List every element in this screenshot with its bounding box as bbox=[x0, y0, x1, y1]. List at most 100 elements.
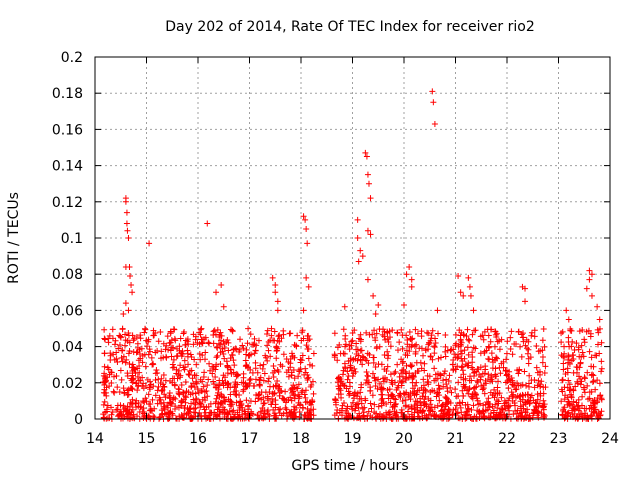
data-point bbox=[588, 271, 595, 278]
data-point bbox=[517, 343, 524, 350]
data-point bbox=[507, 345, 514, 352]
data-point bbox=[146, 240, 153, 247]
data-point bbox=[414, 404, 421, 411]
data-point bbox=[114, 384, 121, 391]
data-point bbox=[558, 339, 565, 346]
y-axis-title: ROTI / TECUs bbox=[6, 192, 22, 284]
data-point bbox=[404, 341, 411, 348]
data-point bbox=[458, 350, 465, 357]
data-point bbox=[387, 343, 394, 350]
data-point bbox=[145, 391, 152, 398]
data-point bbox=[296, 368, 303, 375]
data-point bbox=[257, 408, 264, 415]
data-point bbox=[572, 383, 579, 390]
data-point bbox=[121, 342, 128, 349]
data-point bbox=[101, 363, 108, 370]
data-point bbox=[118, 376, 125, 383]
data-point bbox=[454, 409, 461, 416]
data-point bbox=[495, 378, 502, 385]
data-point bbox=[402, 396, 409, 403]
data-point bbox=[339, 380, 346, 387]
data-point bbox=[363, 329, 370, 336]
data-point bbox=[250, 382, 257, 389]
data-point bbox=[169, 364, 176, 371]
data-point bbox=[335, 415, 342, 422]
data-point bbox=[181, 328, 188, 335]
data-point bbox=[457, 404, 464, 411]
data-point bbox=[465, 351, 472, 358]
data-point bbox=[391, 403, 398, 410]
data-point bbox=[105, 339, 112, 346]
data-point bbox=[526, 383, 533, 390]
data-point bbox=[264, 357, 271, 364]
data-point bbox=[445, 406, 452, 413]
data-point bbox=[372, 364, 379, 371]
data-point bbox=[586, 276, 593, 283]
data-point bbox=[421, 402, 428, 409]
data-point bbox=[354, 357, 361, 364]
data-point bbox=[442, 343, 449, 350]
data-point bbox=[586, 389, 593, 396]
x-axis-title: GPS time / hours bbox=[291, 458, 408, 474]
data-point bbox=[365, 180, 372, 187]
data-point bbox=[353, 340, 360, 347]
data-point bbox=[120, 311, 127, 318]
data-point bbox=[189, 375, 196, 382]
data-point bbox=[211, 327, 218, 334]
data-point bbox=[439, 402, 446, 409]
data-point bbox=[341, 303, 348, 310]
data-point bbox=[598, 339, 605, 346]
data-point bbox=[386, 408, 393, 415]
data-point bbox=[394, 347, 401, 354]
data-point bbox=[434, 389, 441, 396]
data-point bbox=[596, 380, 603, 387]
data-point bbox=[542, 363, 549, 370]
data-point bbox=[352, 403, 359, 410]
data-point bbox=[101, 389, 108, 396]
data-point bbox=[247, 376, 254, 383]
data-point bbox=[507, 334, 514, 341]
data-point bbox=[283, 397, 290, 404]
data-point bbox=[141, 329, 148, 336]
data-point bbox=[270, 362, 277, 369]
data-point bbox=[171, 364, 178, 371]
data-point bbox=[344, 403, 351, 410]
data-point bbox=[435, 382, 442, 389]
data-point bbox=[570, 386, 577, 393]
data-point bbox=[346, 379, 353, 386]
data-point bbox=[108, 369, 115, 376]
data-point bbox=[243, 346, 250, 353]
data-point bbox=[107, 352, 114, 359]
y-tick-label: 0.16 bbox=[52, 122, 83, 138]
data-point bbox=[204, 414, 211, 421]
data-point bbox=[215, 404, 222, 411]
data-point bbox=[102, 409, 109, 416]
data-point bbox=[149, 407, 156, 414]
data-point bbox=[253, 342, 260, 349]
data-point bbox=[376, 380, 383, 387]
data-point bbox=[485, 332, 492, 339]
data-point bbox=[177, 335, 184, 342]
data-point bbox=[364, 412, 371, 419]
data-point bbox=[352, 368, 359, 375]
data-point bbox=[581, 405, 588, 412]
data-point bbox=[168, 353, 175, 360]
data-point bbox=[540, 326, 547, 333]
data-point bbox=[102, 378, 109, 385]
data-point bbox=[452, 342, 459, 349]
data-point bbox=[200, 383, 207, 390]
data-point bbox=[271, 367, 278, 374]
data-point bbox=[104, 402, 111, 409]
data-point bbox=[598, 396, 605, 403]
data-point bbox=[503, 356, 510, 363]
data-point bbox=[304, 405, 311, 412]
data-point bbox=[581, 374, 588, 381]
data-point bbox=[431, 350, 438, 357]
data-point bbox=[452, 331, 459, 338]
data-point bbox=[124, 415, 131, 422]
data-point bbox=[185, 389, 192, 396]
data-point bbox=[565, 409, 572, 416]
data-point bbox=[586, 395, 593, 402]
data-point bbox=[431, 377, 438, 384]
data-point bbox=[305, 283, 312, 290]
